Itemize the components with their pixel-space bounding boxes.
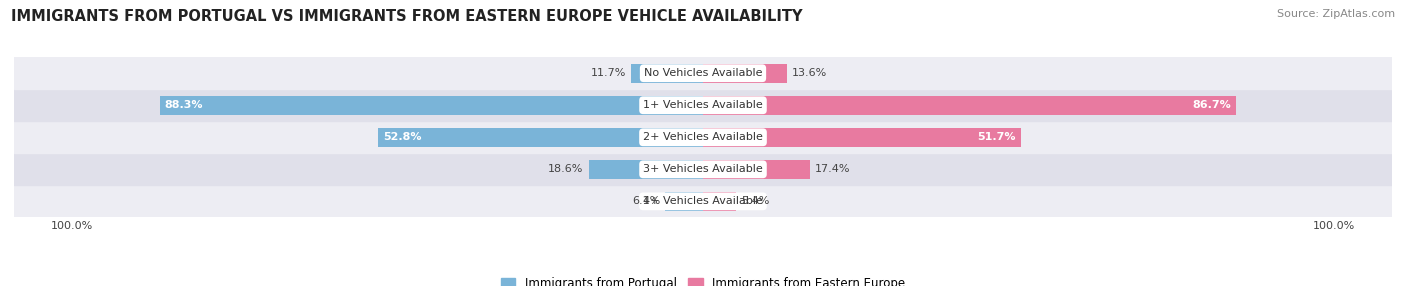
Text: 6.1%: 6.1% bbox=[633, 196, 661, 206]
Text: 13.6%: 13.6% bbox=[792, 68, 827, 78]
Text: 5.4%: 5.4% bbox=[741, 196, 769, 206]
Text: 18.6%: 18.6% bbox=[548, 164, 583, 174]
Bar bbox=[378, 128, 703, 146]
Text: 86.7%: 86.7% bbox=[1192, 100, 1232, 110]
Bar bbox=[703, 128, 1021, 146]
Text: 100.0%: 100.0% bbox=[1313, 221, 1355, 231]
Text: 52.8%: 52.8% bbox=[382, 132, 422, 142]
Bar bbox=[14, 57, 1392, 89]
Bar bbox=[631, 64, 703, 82]
Bar bbox=[703, 192, 737, 210]
Bar bbox=[14, 89, 1392, 121]
Text: No Vehicles Available: No Vehicles Available bbox=[644, 68, 762, 78]
Text: 88.3%: 88.3% bbox=[165, 100, 204, 110]
Bar bbox=[14, 121, 1392, 153]
Text: 17.4%: 17.4% bbox=[815, 164, 851, 174]
Bar bbox=[703, 64, 787, 82]
Text: 1+ Vehicles Available: 1+ Vehicles Available bbox=[643, 100, 763, 110]
Bar bbox=[703, 160, 810, 178]
Text: IMMIGRANTS FROM PORTUGAL VS IMMIGRANTS FROM EASTERN EUROPE VEHICLE AVAILABILITY: IMMIGRANTS FROM PORTUGAL VS IMMIGRANTS F… bbox=[11, 9, 803, 23]
Bar bbox=[160, 96, 703, 114]
Text: Source: ZipAtlas.com: Source: ZipAtlas.com bbox=[1277, 9, 1395, 19]
Text: 4+ Vehicles Available: 4+ Vehicles Available bbox=[643, 196, 763, 206]
Bar bbox=[589, 160, 703, 178]
Text: 2+ Vehicles Available: 2+ Vehicles Available bbox=[643, 132, 763, 142]
Text: 100.0%: 100.0% bbox=[51, 221, 93, 231]
Text: 11.7%: 11.7% bbox=[591, 68, 626, 78]
Bar bbox=[14, 185, 1392, 217]
Bar bbox=[703, 96, 1236, 114]
Legend: Immigrants from Portugal, Immigrants from Eastern Europe: Immigrants from Portugal, Immigrants fro… bbox=[496, 272, 910, 286]
Text: 51.7%: 51.7% bbox=[977, 132, 1017, 142]
Bar bbox=[14, 153, 1392, 185]
Text: 3+ Vehicles Available: 3+ Vehicles Available bbox=[643, 164, 763, 174]
Bar bbox=[665, 192, 703, 210]
